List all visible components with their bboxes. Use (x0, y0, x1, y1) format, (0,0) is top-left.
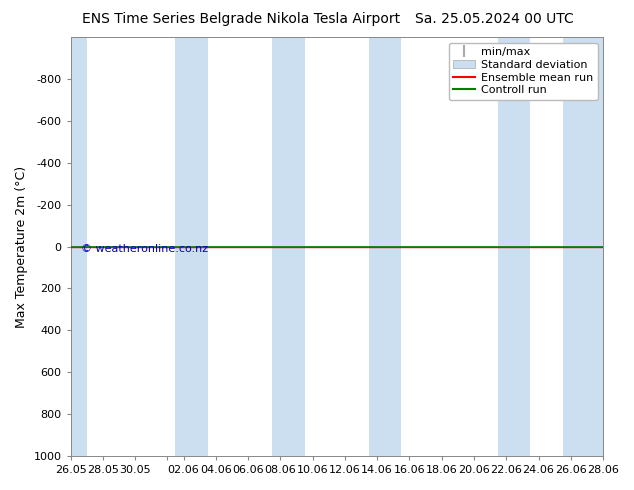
Legend: min/max, Standard deviation, Ensemble mean run, Controll run: min/max, Standard deviation, Ensemble me… (449, 43, 597, 100)
Bar (272, 37, 304, 456)
Bar (176, 37, 208, 456)
Bar (70, 37, 87, 456)
Text: Sa. 25.05.2024 00 UTC: Sa. 25.05.2024 00 UTC (415, 12, 574, 26)
Y-axis label: Max Temperature 2m (°C): Max Temperature 2m (°C) (15, 166, 28, 328)
Text: ENS Time Series Belgrade Nikola Tesla Airport: ENS Time Series Belgrade Nikola Tesla Ai… (82, 12, 400, 26)
Bar (563, 37, 603, 456)
Bar (369, 37, 401, 456)
Bar (498, 37, 531, 456)
Text: © weatheronline.co.nz: © weatheronline.co.nz (81, 245, 209, 254)
